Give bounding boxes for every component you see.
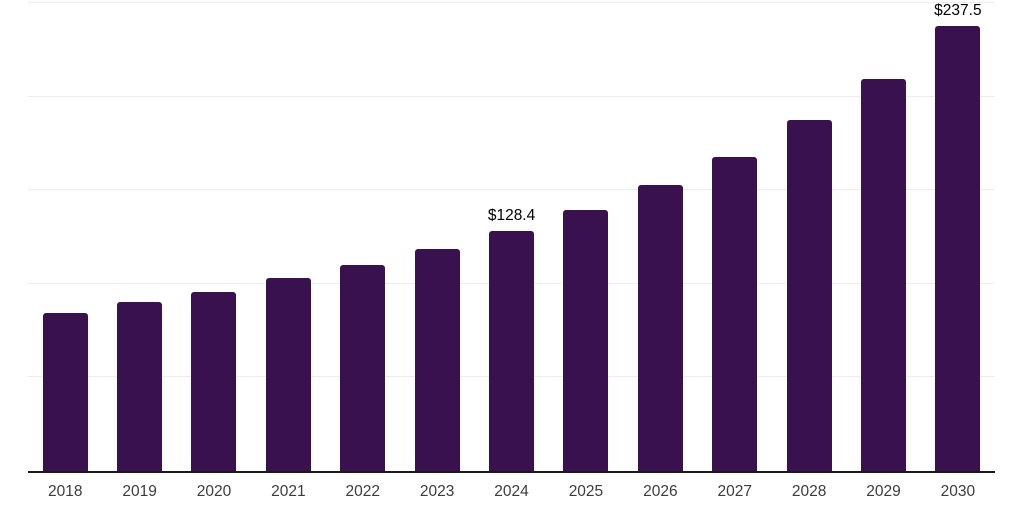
bar-2030 (935, 26, 981, 471)
x-tick-label-2024: 2024 (494, 483, 529, 500)
bar-slot-2020 (177, 0, 251, 471)
bar-2026 (637, 184, 683, 471)
bar-slot-2021 (251, 0, 325, 471)
x-tick-label-2023: 2023 (419, 483, 455, 500)
x-tick-label-2030: 2030 (940, 483, 976, 500)
bar-slot-2027 (698, 0, 772, 471)
x-tick-label-2018: 2018 (47, 483, 83, 500)
bar-2023 (414, 248, 460, 471)
bar-2020 (191, 291, 237, 471)
x-tick-label-2020: 2020 (196, 483, 232, 500)
x-tick-label-2022: 2022 (345, 483, 380, 500)
x-tick-label-2019: 2019 (122, 483, 157, 500)
bar-slot-2028 (772, 0, 846, 471)
x-tick-label-2028: 2028 (791, 483, 827, 500)
bar-2029 (860, 79, 906, 471)
gridline-150 (28, 189, 995, 191)
bar-slot-2029 (846, 0, 920, 471)
x-tick-label-2021: 2021 (271, 483, 306, 500)
x-axis-line (28, 471, 995, 473)
bars-container: $128.4 $237.5 (28, 0, 995, 471)
bar-slot-2019 (102, 0, 176, 471)
bar-slot-2030: $237.5 (921, 0, 995, 471)
data-label-2030: $237.5 (934, 2, 982, 20)
x-tick-label-2029: 2029 (866, 483, 901, 500)
plot-area: $128.4 $237.5 (28, 0, 995, 473)
bar-2027 (712, 156, 758, 471)
x-tick-label-2027: 2027 (717, 483, 752, 500)
bar-slot-2024: $128.4 (474, 0, 548, 471)
data-label-2024: $128.4 (487, 206, 536, 224)
bar-2025 (563, 210, 609, 471)
bar-slot-2018 (28, 0, 102, 471)
x-axis-labels: 2018 2019 2020 2021 2022 2023 2024 2025 2026 2027… (28, 473, 995, 501)
x-tick-label-2026: 2026 (643, 483, 678, 500)
bar-2028 (786, 120, 832, 471)
bar-2024 (489, 230, 535, 471)
bar-2019 (117, 302, 163, 471)
bar-2022 (340, 264, 386, 471)
gridline-250 (28, 2, 995, 3)
gridline-200 (28, 95, 995, 97)
x-tick-label-2025: 2025 (568, 483, 604, 500)
bar-slot-2023 (400, 0, 474, 471)
bar-slot-2026 (623, 0, 697, 471)
bar-2018 (42, 312, 88, 471)
bar-slot-2025 (549, 0, 623, 471)
bar-slot-2022 (326, 0, 400, 471)
bar-2021 (265, 278, 311, 471)
